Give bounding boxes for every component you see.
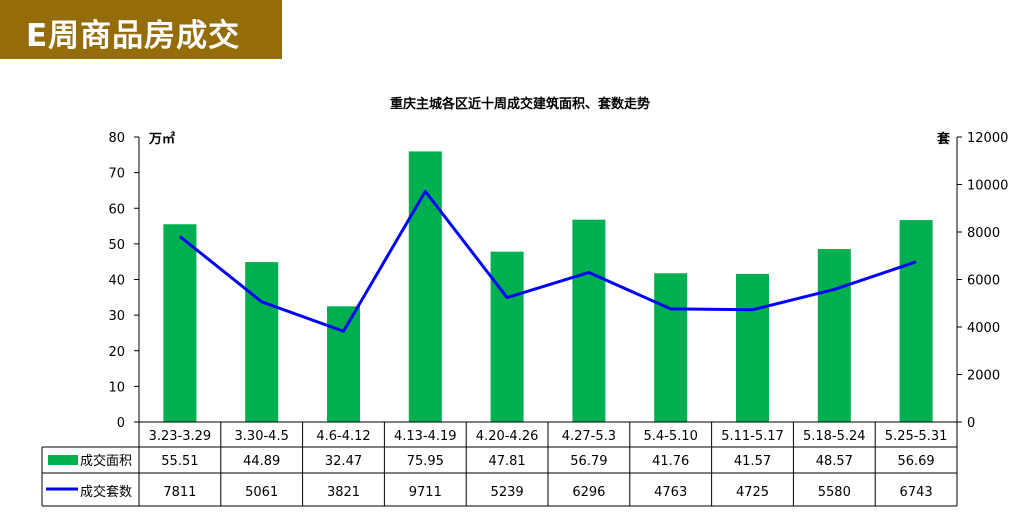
right-tick-label: 8000 — [967, 226, 1000, 241]
table-cell-area: 56.79 — [570, 454, 607, 469]
table-cell-units: 6743 — [900, 485, 933, 500]
table-cell-area: 48.57 — [816, 454, 853, 469]
table-cell-area: 56.69 — [897, 454, 934, 469]
left-tick-label: 0 — [117, 416, 125, 431]
right-axis-label: 套 — [936, 131, 951, 147]
table-cell-area: 75.95 — [407, 454, 444, 469]
left-tick-label: 10 — [108, 380, 125, 395]
table-cell-units: 3821 — [327, 485, 360, 500]
right-tick-label: 2000 — [967, 369, 1000, 384]
bar — [490, 251, 524, 422]
left-tick-label: 60 — [108, 202, 125, 217]
category-label: 3.30-4.5 — [235, 429, 289, 444]
table-cell-units: 5239 — [491, 485, 524, 500]
category-label: 5.4-5.10 — [644, 429, 698, 444]
row-label-area: 成交面积 — [80, 453, 132, 469]
left-tick-label: 30 — [108, 309, 125, 324]
table-cell-area: 44.89 — [243, 454, 280, 469]
left-tick-label: 70 — [108, 167, 125, 182]
bar — [654, 273, 688, 422]
right-tick-label: 4000 — [967, 321, 1000, 336]
table-cell-area: 55.51 — [161, 454, 198, 469]
table-cell-units: 5061 — [245, 485, 278, 500]
category-label: 4.6-4.12 — [316, 429, 370, 444]
line-series — [178, 189, 917, 333]
row-label-units: 成交套数 — [80, 484, 132, 500]
category-label: 5.25-5.31 — [885, 429, 948, 444]
category-label: 3.23-3.29 — [149, 429, 212, 444]
table-cell-area: 41.76 — [652, 454, 689, 469]
right-tick-label: 6000 — [967, 274, 1000, 289]
chart-title: 重庆主城各区近十周成交建筑面积、套数走势 — [389, 97, 650, 112]
category-label: 4.20-4.26 — [476, 429, 539, 444]
bar — [163, 224, 197, 422]
bar — [245, 262, 279, 422]
category-label: 4.27-5.3 — [562, 429, 616, 444]
left-tick-label: 50 — [108, 238, 125, 253]
bar — [736, 273, 769, 422]
bar — [572, 219, 606, 422]
right-tick-label: 12000 — [967, 131, 1008, 146]
bar — [327, 306, 360, 422]
table-cell-units: 5580 — [818, 485, 851, 500]
table-cell-units: 4725 — [736, 485, 769, 500]
legend-key-bar — [48, 455, 78, 465]
right-tick-label: 0 — [967, 416, 975, 431]
section-banner: E周商品房成交 — [0, 0, 282, 59]
left-tick-label: 80 — [108, 131, 125, 146]
left-tick-label: 40 — [108, 274, 125, 289]
table-cell-units: 4763 — [654, 485, 687, 500]
table-cell-area: 41.57 — [734, 454, 771, 469]
table-cell-units: 6296 — [572, 485, 605, 500]
bar — [899, 220, 933, 422]
right-tick-label: 10000 — [967, 179, 1008, 194]
table-cell-units: 7811 — [163, 485, 196, 500]
category-label: 5.18-5.24 — [803, 429, 866, 444]
banner-title: E周商品房成交 — [26, 18, 241, 54]
table-cell-units: 9711 — [409, 485, 442, 500]
bar — [817, 248, 851, 422]
left-axis-label: 万㎡ — [148, 131, 175, 147]
table-cell-area: 32.47 — [325, 454, 362, 469]
category-label: 4.13-4.19 — [394, 429, 457, 444]
table-cell-area: 47.81 — [488, 454, 525, 469]
category-label: 5.11-5.17 — [721, 429, 784, 444]
left-tick-label: 20 — [108, 345, 125, 360]
bar — [408, 151, 442, 422]
